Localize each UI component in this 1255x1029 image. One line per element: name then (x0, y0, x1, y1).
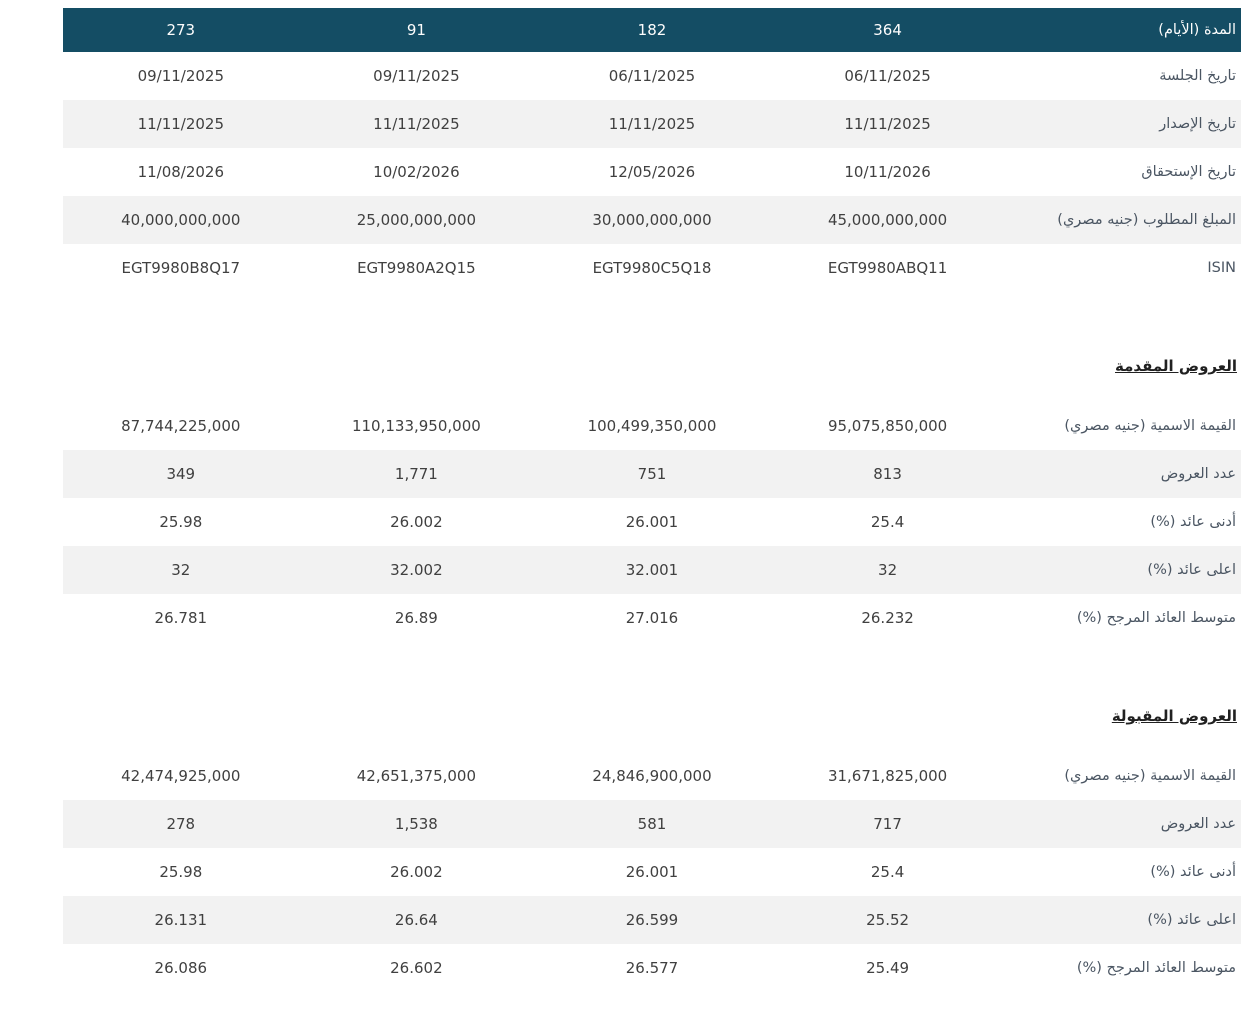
value-cell: 26.602 (390, 959, 443, 977)
value-cell: 32.001 (625, 561, 679, 579)
value-cell: EGT9980A2Q15 (357, 259, 476, 277)
value-cell: 26.086 (154, 959, 208, 977)
row-label: متوسط العائد المرجح (%) (1076, 610, 1236, 626)
row-label: تاريخ الإستحقاق (1141, 164, 1236, 180)
table-row-bid-count: 278 1,538 581 717 عدد العروض (63, 800, 1241, 848)
value-cell: 110,133,950,000 (351, 417, 481, 435)
section-title-accepted-bids: العروض المقبولة (1111, 707, 1237, 725)
value-cell: 12/05/2026 (608, 163, 696, 181)
value-cell: 11/11/2025 (137, 115, 225, 133)
table-row-min-yield: 25.98 26.002 26.001 25.4 أدنى عائد (%) (63, 498, 1241, 546)
row-label: ISIN (1207, 260, 1236, 276)
row-label: المبلغ المطلوب (جنيه مصري) (1057, 212, 1236, 228)
value-cell: 349 (166, 465, 196, 483)
value-cell: 717 (873, 815, 902, 833)
duration-days-header: المدة (الأيام) (1158, 22, 1236, 38)
value-cell: 45,000,000,000 (827, 211, 948, 229)
value-cell: 40,000,000,000 (121, 211, 241, 229)
value-cell: 26.002 (390, 513, 443, 531)
value-cell: 10/11/2026 (844, 163, 931, 181)
row-label: أدنى عائد (%) (1150, 864, 1236, 880)
value-cell: 26.131 (154, 911, 208, 929)
value-cell: 25,000,000,000 (356, 211, 477, 229)
table-row-bid-count: 349 1,771 751 813 عدد العروض (63, 450, 1241, 498)
table-row-weighted-avg-yield: 26.086 26.602 26.577 25.49 متوسط العائد … (63, 944, 1241, 992)
value-cell: 26.577 (625, 959, 679, 977)
table-row-min-yield: 25.98 26.002 26.001 25.4 أدنى عائد (%) (63, 848, 1241, 896)
table-row-session-date: 09/11/2025 09/11/2025 06/11/2025 06/11/2… (63, 52, 1241, 100)
value-cell: 26.89 (394, 609, 438, 627)
tenor-column-header: 364 (873, 21, 902, 39)
value-cell: 25.98 (159, 863, 203, 881)
value-cell: EGT9980ABQ11 (827, 259, 948, 277)
value-cell: 06/11/2025 (844, 67, 931, 85)
table-row-max-yield: 32 32.002 32.001 32 اعلى عائد (%) (63, 546, 1241, 594)
row-label: أدنى عائد (%) (1150, 514, 1236, 530)
value-cell: 42,474,925,000 (121, 767, 241, 785)
table-header-row: 273 91 182 364 المدة (الأيام) (63, 8, 1241, 52)
value-cell: 1,538 (394, 815, 438, 833)
row-label: اعلى عائد (%) (1147, 912, 1236, 928)
value-cell: 1,771 (394, 465, 438, 483)
value-cell: 25.98 (159, 513, 203, 531)
value-cell: 25.4 (870, 513, 905, 531)
value-cell: 11/11/2025 (608, 115, 696, 133)
value-cell: 813 (873, 465, 902, 483)
value-cell: 25.49 (866, 959, 910, 977)
table-row-maturity-date: 11/08/2026 10/02/2026 12/05/2026 10/11/2… (63, 148, 1241, 196)
value-cell: 32 (171, 561, 191, 579)
section-title-submitted-bids: العروض المقدمة (1115, 357, 1237, 375)
tenor-column-header: 182 (637, 21, 667, 39)
value-cell: 100,499,350,000 (587, 417, 717, 435)
value-cell: 11/08/2026 (137, 163, 225, 181)
table-row-isin: EGT9980B8Q17 EGT9980A2Q15 EGT9980C5Q18 E… (63, 244, 1241, 292)
row-label: عدد العروض (1160, 466, 1236, 482)
value-cell: EGT9980C5Q18 (592, 259, 712, 277)
table-row-nominal-value: 87,744,225,000 110,133,950,000 100,499,3… (63, 402, 1241, 450)
value-cell: 31,671,825,000 (827, 767, 948, 785)
tbills-auction-results-table: 273 91 182 364 المدة (الأيام) 09/11/2025… (63, 8, 1241, 992)
value-cell: 42,651,375,000 (356, 767, 477, 785)
table-row-max-yield: 26.131 26.64 26.599 25.52 اعلى عائد (%) (63, 896, 1241, 944)
value-cell: 26.64 (394, 911, 438, 929)
row-label: تاريخ الجلسة (1159, 68, 1236, 84)
value-cell: 32 (878, 561, 898, 579)
value-cell: 751 (637, 465, 667, 483)
value-cell: 27.016 (625, 609, 679, 627)
table-row-weighted-avg-yield: 26.781 26.89 27.016 26.232 متوسط العائد … (63, 594, 1241, 642)
value-cell: 26.001 (625, 513, 679, 531)
value-cell: 26.002 (390, 863, 443, 881)
value-cell: 30,000,000,000 (592, 211, 712, 229)
row-label: عدد العروض (1160, 816, 1236, 832)
value-cell: 32.002 (390, 561, 443, 579)
row-label: متوسط العائد المرجح (%) (1076, 960, 1236, 976)
value-cell: 25.4 (870, 863, 905, 881)
value-cell: 09/11/2025 (137, 67, 225, 85)
value-cell: 24,846,900,000 (592, 767, 712, 785)
value-cell: 09/11/2025 (373, 67, 460, 85)
value-cell: 26.232 (861, 609, 914, 627)
row-label: اعلى عائد (%) (1147, 562, 1236, 578)
value-cell: 26.599 (625, 911, 679, 929)
value-cell: 06/11/2025 (608, 67, 696, 85)
table-row-issue-date: 11/11/2025 11/11/2025 11/11/2025 11/11/2… (63, 100, 1241, 148)
value-cell: 25.52 (866, 911, 910, 929)
table-row-nominal-value: 42,474,925,000 42,651,375,000 24,846,900… (63, 752, 1241, 800)
row-label: تاريخ الإصدار (1159, 116, 1236, 132)
value-cell: 26.781 (154, 609, 208, 627)
value-cell: 95,075,850,000 (827, 417, 948, 435)
row-label: القيمة الاسمية (جنيه مصري) (1064, 418, 1236, 434)
value-cell: 581 (637, 815, 667, 833)
value-cell: 87,744,225,000 (121, 417, 241, 435)
tenor-column-header: 91 (406, 21, 426, 39)
value-cell: 11/11/2025 (844, 115, 931, 133)
table-row-required-amount: 40,000,000,000 25,000,000,000 30,000,000… (63, 196, 1241, 244)
value-cell: 278 (166, 815, 196, 833)
row-label: القيمة الاسمية (جنيه مصري) (1064, 768, 1236, 784)
value-cell: EGT9980B8Q17 (121, 259, 241, 277)
value-cell: 10/02/2026 (373, 163, 460, 181)
value-cell: 26.001 (625, 863, 679, 881)
tenor-column-header: 273 (166, 21, 196, 39)
value-cell: 11/11/2025 (373, 115, 460, 133)
